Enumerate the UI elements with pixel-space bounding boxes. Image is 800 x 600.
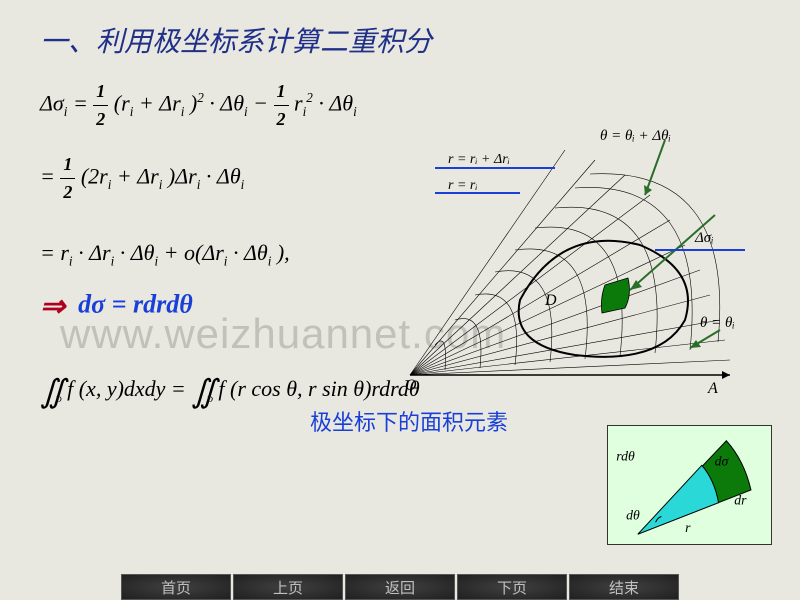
svg-text:dθ: dθ	[626, 507, 640, 522]
nav-bar: 首页 上页 返回 下页 结束	[0, 574, 800, 600]
label-r-top: r = rᵢ + Δrᵢ	[448, 152, 510, 168]
nav-prev-button[interactable]: 上页	[233, 574, 343, 600]
nav-next-button[interactable]: 下页	[457, 574, 567, 600]
svg-text:r: r	[685, 520, 691, 535]
svg-text:D: D	[544, 292, 557, 309]
polar-diagram: O A D θ = θᵢ + Δθᵢ r = rᵢ + Δrᵢ r = rᵢ Δ…	[390, 130, 760, 420]
svg-text:O: O	[405, 377, 417, 394]
page-title: 一、利用极坐标系计算二重积分	[40, 20, 760, 60]
implies-icon: ⇒	[40, 289, 65, 324]
label-r-mid: r = rᵢ	[448, 178, 478, 194]
label-theta-top: θ = θᵢ + Δθᵢ	[600, 128, 671, 145]
nav-back-button[interactable]: 返回	[345, 574, 455, 600]
svg-text:dr: dr	[734, 493, 747, 508]
svg-text:A: A	[707, 380, 718, 397]
area-element-diagram: rdθ dσ dr r dθ	[607, 425, 772, 545]
equation-1: Δσi = 12 (ri + Δri )2 · Δθi − 12 ri2 · Δ…	[40, 78, 760, 133]
svg-text:dσ: dσ	[715, 453, 730, 468]
nav-home-button[interactable]: 首页	[121, 574, 231, 600]
label-theta-bot: θ = θᵢ	[700, 315, 735, 332]
svg-text:rdθ: rdθ	[616, 448, 635, 463]
label-delta-sigma: Δσᵢ	[695, 230, 714, 247]
nav-end-button[interactable]: 结束	[569, 574, 679, 600]
